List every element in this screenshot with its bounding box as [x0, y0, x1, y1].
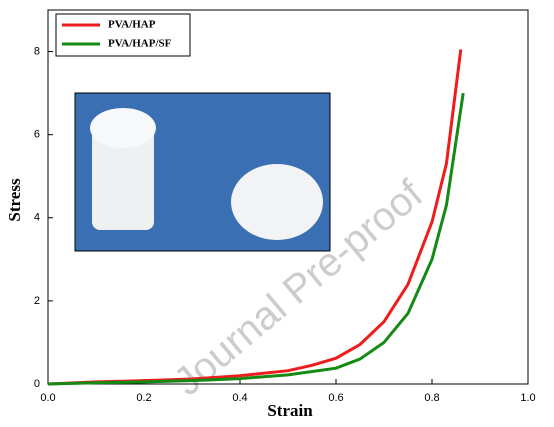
x-tick-label: 1.0 — [520, 392, 535, 404]
y-tick-label: 8 — [34, 45, 40, 57]
x-tick-label: 0.0 — [40, 392, 55, 404]
y-tick-label: 6 — [34, 129, 40, 141]
y-axis-label: Stress — [5, 178, 24, 222]
photo-cylinder — [92, 118, 154, 230]
x-tick-label: 0.6 — [328, 392, 343, 404]
x-tick-label: 0.2 — [136, 392, 151, 404]
plot-frame — [47, 9, 529, 385]
y-tick-label: 2 — [34, 295, 40, 307]
y-tick-label: 0 — [34, 378, 40, 390]
legend-label: PVA/HAP — [108, 19, 156, 31]
x-tick-label: 0.4 — [232, 392, 247, 404]
line-series — [47, 92, 465, 386]
x-tick-label: 0.8 — [424, 392, 439, 404]
legend-label: PVA/HAP/SF — [108, 38, 172, 50]
photo-disc — [231, 164, 323, 240]
y-tick-label: 4 — [34, 212, 40, 224]
photo-cylinder-top — [90, 108, 156, 148]
legend-box — [55, 13, 191, 57]
x-axis-label: Strain — [267, 401, 313, 420]
inset-photo — [74, 92, 331, 252]
